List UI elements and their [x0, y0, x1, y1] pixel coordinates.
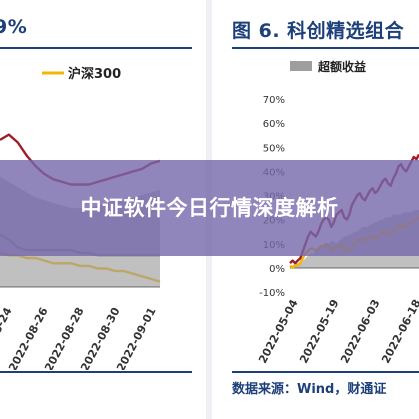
right-ytick-label: 0% [269, 264, 285, 275]
right-xtick-label: 2022-06-03 [338, 297, 383, 365]
chart-title-right: 图 6. 科创精选组合 [232, 20, 405, 42]
chart-title-left: 9% [0, 16, 28, 38]
source-rule-right [232, 371, 419, 373]
legend-swatch-excess [290, 61, 312, 71]
left-xtick-label: 2022-08-28 [42, 305, 87, 370]
right-ytick-label: 70% [263, 95, 285, 106]
title-rule-left [0, 47, 192, 49]
right-xtick-label: 2022-05-19 [297, 297, 342, 365]
right-xtick-label: 2022-05-04 [256, 297, 301, 366]
headline-banner: 中证软件今日行情深度解析 [0, 160, 419, 256]
left-xtick-label: 2022-09-01 [114, 305, 159, 370]
right-ytick-label: 60% [263, 119, 285, 130]
title-rule-right [232, 47, 419, 49]
legend-label-hs300: 沪深300 [68, 66, 121, 82]
headline-text: 中证软件今日行情深度解析 [80, 196, 339, 220]
right-ytick-label: 50% [263, 143, 285, 154]
source-note: 数据来源：Wind，财通证 [232, 382, 387, 397]
right-xtick-label: 2022-06-18 [379, 297, 419, 365]
right-ytick-label: -10% [259, 288, 285, 299]
source-rule-left [0, 371, 192, 373]
legend-label-excess: 超额收益 [317, 59, 366, 74]
